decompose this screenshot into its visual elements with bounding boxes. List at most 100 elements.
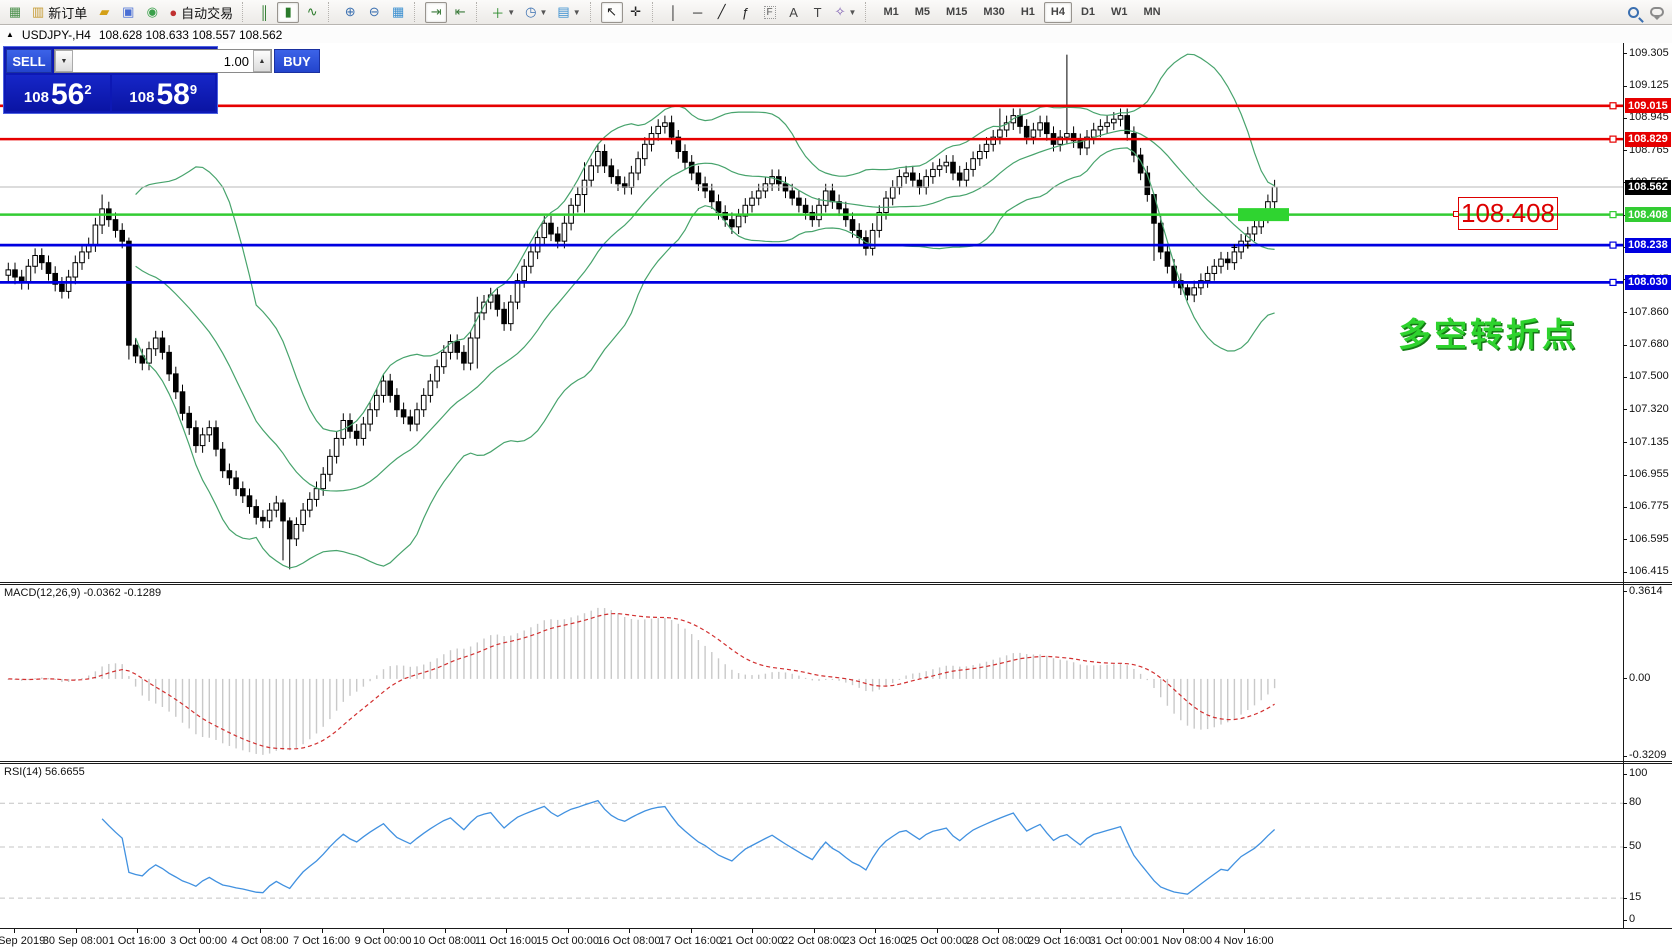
x-axis-label: 31 Oct 00:00 — [1089, 935, 1153, 947]
zoom-out-button[interactable]: ⊖ — [368, 4, 380, 19]
panel-separator[interactable] — [0, 582, 1672, 585]
volume-decrease-button[interactable]: ▼ — [55, 50, 73, 72]
toolbar: ▦ ▥ 新订单 ▰ ▣ ◉ ● 自动交易 ║ ▮ ∿ ⊕ ⊖ ▦ ⇥ ⇤ ＋ ▼ ◷ ▼ ▤ ▼ ↖ ✛ │ ─ ╱ ƒ F A T ✧ ▼ M1… — [0, 0, 1672, 25]
sell-price-pip: 2 — [84, 82, 92, 97]
buy-price-main: 58 — [156, 78, 190, 111]
x-axis-label: 22 Oct 08:00 — [782, 935, 845, 947]
y-axis-tick: 106.595 — [1629, 532, 1669, 545]
buy-button[interactable]: BUY — [274, 49, 320, 73]
label-button[interactable]: T — [813, 4, 822, 20]
indicators-button[interactable]: ＋ ▼ — [491, 5, 516, 21]
rsi-label: RSI(14) 56.6655 — [4, 766, 85, 778]
candle-chart-button[interactable]: ▮ — [277, 1, 300, 23]
one-click-trading-panel: SELL ▼ ▲ BUY 108 56 2 108 58 9 — [3, 46, 320, 114]
buy-price-pip: 9 — [189, 82, 198, 97]
macd-axis-label: -0.3209 — [1629, 749, 1667, 762]
zoom-in-button[interactable]: ⊕ — [344, 4, 356, 19]
macd-axis-label: 0.00 — [1629, 671, 1651, 684]
chart-shift-button[interactable]: ⇤ — [454, 4, 466, 19]
y-axis-tick: 109.305 — [1629, 46, 1669, 59]
price-axis-line — [1623, 43, 1624, 928]
sell-button[interactable]: SELL — [6, 49, 52, 73]
history-center-icon[interactable]: ▰ — [99, 4, 110, 19]
autotrading-button[interactable]: ● 自动交易 — [169, 4, 234, 21]
horizontal-line-button[interactable]: ─ — [693, 4, 703, 20]
periods-button[interactable]: ◷ ▼ — [525, 4, 548, 19]
x-axis-label: 30 Sep 08:00 — [42, 935, 109, 947]
macd-axis-label: 0.3614 — [1629, 584, 1663, 597]
timeframe-m30-button[interactable]: M30 — [983, 6, 1005, 18]
x-axis-label: 1 Oct 16:00 — [108, 935, 166, 947]
y-axis-tick: 107.320 — [1629, 402, 1669, 415]
grid-button[interactable]: F — [759, 2, 781, 23]
x-axis-label: 11 Oct 16:00 — [474, 935, 538, 947]
trendline-button[interactable]: ╱ — [717, 4, 726, 19]
timeframe-m1-button[interactable]: M1 — [883, 6, 899, 18]
buy-price-prefix: 108 — [129, 89, 155, 106]
timeframe-mn-button[interactable]: MN — [1143, 6, 1161, 18]
sell-price-main: 56 — [50, 78, 85, 111]
y-axis-tick: 107.860 — [1629, 305, 1669, 318]
fibonacci-button[interactable]: ƒ — [741, 4, 750, 20]
turning-point-annotation[interactable]: 多空转折点 — [1398, 316, 1578, 353]
x-axis-label: 23 Oct 16:00 — [843, 935, 907, 947]
y-axis-tick: 107.680 — [1629, 338, 1669, 351]
ohlc-values: 108.628 108.633 108.557 108.562 — [98, 27, 283, 42]
rsi-axis-label: 15 — [1629, 891, 1642, 904]
collapse-icon[interactable]: ▲ — [6, 30, 14, 39]
rsi-axis-label: 0 — [1629, 913, 1636, 925]
text-button[interactable]: A — [789, 4, 798, 20]
templates-button[interactable]: ▤ ▼ — [557, 4, 581, 19]
time-axis-separator — [0, 928, 1672, 929]
timeframe-h4-button[interactable]: H4 — [1043, 1, 1072, 23]
x-axis-label: 17 Oct 16:00 — [659, 935, 722, 947]
volume-increase-button[interactable]: ▲ — [253, 50, 271, 72]
crosshair-button[interactable]: ✛ — [630, 4, 642, 19]
arrows-button[interactable]: ✧ ▼ — [834, 4, 857, 19]
new-chart-button[interactable]: ▦ — [8, 4, 22, 19]
timeframe-d1-button[interactable]: D1 — [1080, 6, 1095, 18]
new-order-button[interactable]: ▥ 新订单 — [32, 4, 88, 21]
rsi-indicator-chart[interactable] — [0, 764, 1623, 928]
y-axis-tick: 106.955 — [1629, 468, 1669, 481]
chart-window-title: ▲ USDJPY-,H4 108.628 108.633 108.557 108… — [0, 26, 1672, 43]
panel-separator[interactable] — [0, 761, 1672, 764]
x-axis-label: 10 Oct 08:00 — [413, 935, 476, 947]
x-axis-label: 16 Oct 08:00 — [597, 935, 661, 947]
level-price-badge: 109.015 — [1625, 98, 1671, 114]
x-axis-label: 9 Oct 00:00 — [354, 935, 412, 947]
volume-input[interactable] — [73, 50, 253, 72]
auto-scroll-button[interactable]: ⇥ — [425, 1, 448, 23]
line-chart-button[interactable]: ∿ — [306, 4, 318, 19]
timeframe-w1-button[interactable]: W1 — [1111, 6, 1128, 18]
x-axis-label: 29 Oct 16:00 — [1028, 935, 1091, 947]
metaeditor-icon[interactable]: ▣ — [122, 4, 135, 19]
search-icon[interactable] — [1622, 2, 1644, 23]
bar-chart-button[interactable]: ║ — [259, 4, 269, 20]
rsi-axis-label: 80 — [1629, 796, 1642, 809]
level-price-badge: 108.829 — [1625, 131, 1671, 147]
timeframe-m5-button[interactable]: M5 — [914, 6, 930, 18]
x-axis-label: 21 Oct 00:00 — [720, 935, 784, 947]
x-axis-label: 15 Oct 00:00 — [536, 935, 599, 947]
tile-windows-button[interactable]: ▦ — [392, 4, 405, 19]
x-axis-label: 4 Oct 08:00 — [231, 935, 289, 947]
x-axis-label: 7 Oct 16:00 — [293, 935, 350, 947]
sell-price[interactable]: 108 56 2 — [6, 75, 110, 111]
vertical-line-button[interactable]: │ — [669, 4, 678, 20]
x-axis-label: 1 Nov 08:00 — [1152, 935, 1213, 947]
macd-indicator-chart[interactable] — [0, 585, 1623, 761]
timeframe-h1-button[interactable]: H1 — [1020, 6, 1035, 18]
cursor-button[interactable]: ↖ — [600, 1, 623, 23]
y-axis-tick: 106.775 — [1629, 500, 1669, 513]
price-callout-box[interactable]: 108.408 — [1458, 197, 1558, 230]
candlestick-chart[interactable] — [0, 43, 1623, 581]
x-axis-label: 3 Oct 00:00 — [170, 935, 227, 947]
buy-price[interactable]: 108 58 9 — [111, 75, 215, 111]
price-axis: 109.305109.125108.945108.765108.585108.4… — [1623, 0, 1672, 949]
rsi-axis-label: 100 — [1629, 767, 1648, 779]
signals-icon[interactable]: ◉ — [146, 4, 158, 19]
chat-icon[interactable] — [1646, 2, 1668, 23]
timeframe-m15-button[interactable]: M15 — [946, 6, 968, 18]
